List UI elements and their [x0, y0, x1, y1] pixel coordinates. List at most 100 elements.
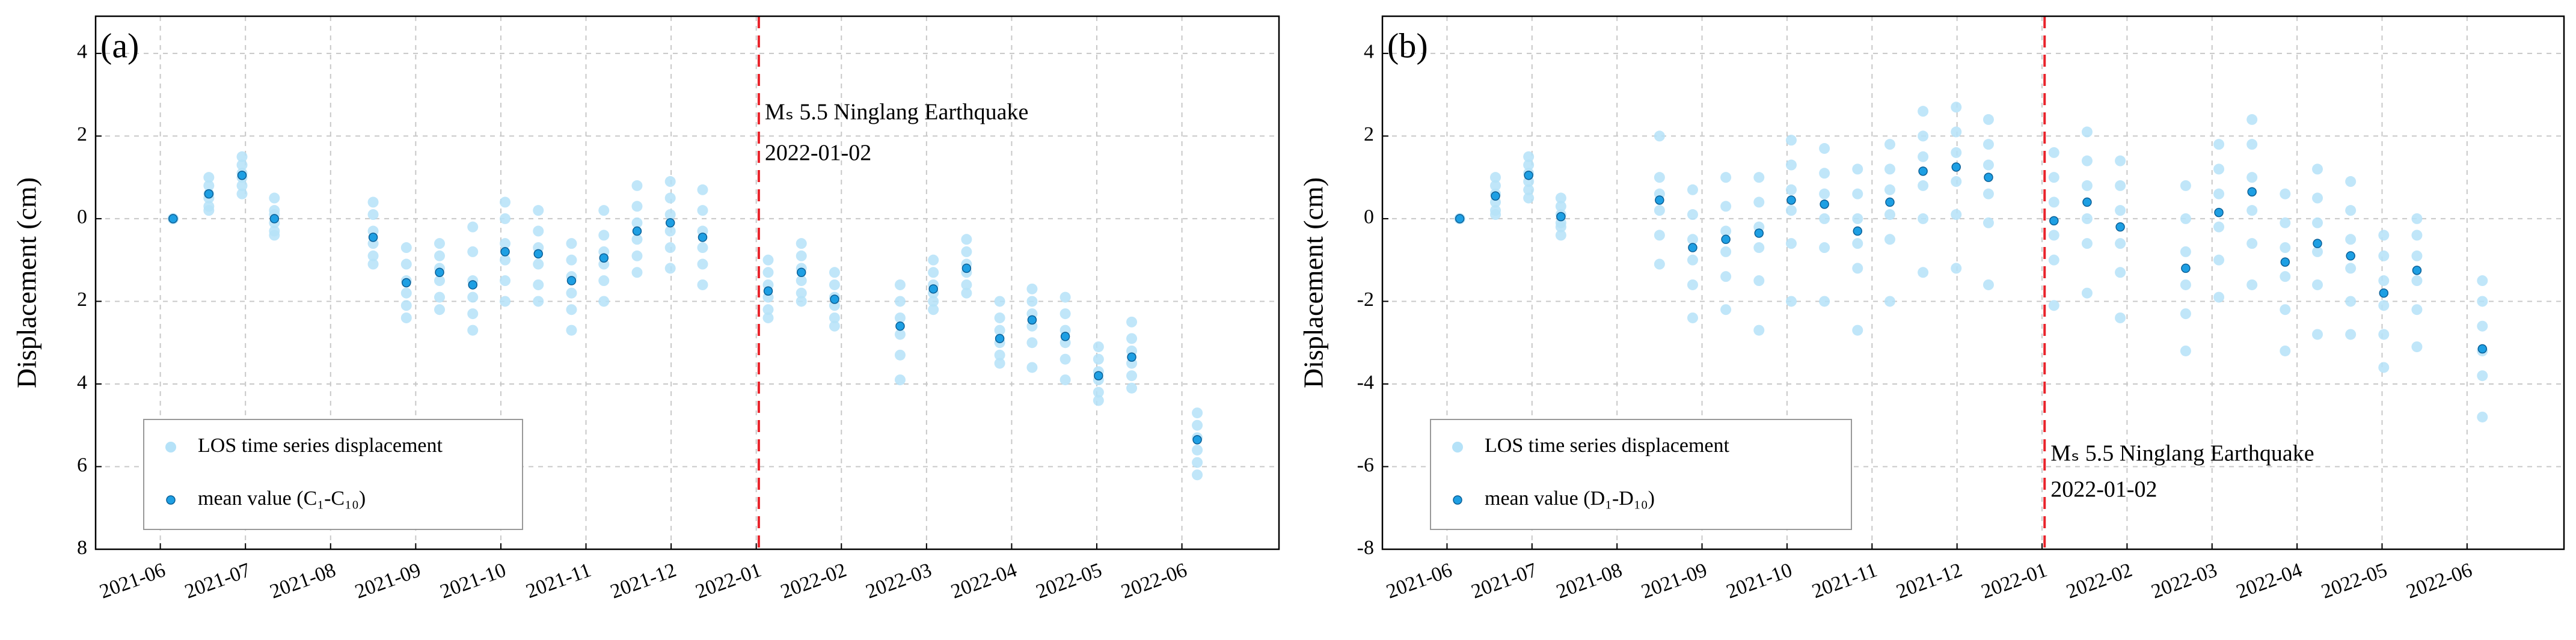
los-point [1819, 168, 1830, 179]
los-point [2115, 312, 2126, 323]
los-point [631, 201, 643, 212]
los-point [1192, 419, 1203, 431]
los-point [1951, 126, 1962, 138]
los-point [1654, 230, 1665, 241]
los-point [1852, 213, 1863, 224]
los-point [2477, 320, 2488, 332]
los-point [2048, 197, 2059, 208]
los-point [631, 267, 643, 278]
los-point [2246, 279, 2258, 290]
los-point [2115, 180, 2126, 191]
y-tick-label: 4 [77, 371, 87, 394]
mean-point [1754, 228, 1764, 238]
y-tick-label: 0 [1364, 206, 1374, 228]
los-point [1126, 370, 1138, 382]
los-point [2280, 271, 2291, 282]
los-point [1654, 130, 1665, 142]
mean-point [1951, 162, 1961, 172]
los-point [697, 242, 708, 254]
los-point [1687, 312, 1698, 323]
los-point [2378, 275, 2390, 287]
los-point [1884, 234, 1895, 245]
los-point [2115, 267, 2126, 278]
los-point [2345, 329, 2357, 340]
los-point [1852, 163, 1863, 175]
y-tick-label: -2 [1357, 288, 1374, 311]
mean-point [237, 170, 247, 180]
los-point [269, 230, 280, 241]
x-tick-label: 2022-03 [863, 559, 934, 603]
los-point [2081, 126, 2093, 138]
los-point [1819, 213, 1830, 224]
mean-point [1820, 200, 1829, 209]
los-point [2411, 250, 2423, 261]
los-point [2312, 279, 2323, 290]
los-point [367, 250, 379, 261]
x-tick-label: 2022-01 [1978, 559, 2050, 603]
y-tick-label: 4 [77, 41, 87, 63]
los-point [1555, 221, 1566, 233]
los-point [1060, 308, 1071, 320]
los-point [2213, 139, 2225, 150]
los-point [434, 238, 445, 249]
los-point [2048, 254, 2059, 266]
legend-label: mean value (C₁-C₁₀) [198, 487, 366, 510]
legend-marker [1453, 495, 1462, 505]
mean-point [435, 267, 444, 278]
y-tick-label: 0 [77, 206, 87, 228]
los-point [1785, 296, 1797, 307]
mean-point [796, 267, 806, 278]
los-point [2378, 250, 2390, 261]
mean-point [2280, 257, 2290, 267]
los-point [994, 349, 1005, 361]
mean-point [2214, 207, 2224, 218]
los-point [1093, 386, 1104, 398]
y-tick-label: 2 [77, 123, 87, 145]
los-point [697, 258, 708, 270]
panel-label: (b) [1387, 26, 1428, 65]
los-point [1555, 192, 1566, 204]
los-point [894, 296, 906, 307]
x-tick-label: 2021-11 [1809, 559, 1880, 603]
mean-point [368, 233, 378, 242]
x-tick-label: 2021-09 [1639, 559, 1710, 603]
los-point [1753, 275, 1765, 287]
los-point [400, 312, 412, 323]
los-point [1192, 407, 1203, 419]
mean-point [1491, 191, 1500, 201]
los-point [697, 184, 708, 195]
mean-point [1556, 212, 1566, 222]
los-point [2280, 345, 2291, 356]
los-point [2411, 213, 2423, 224]
los-point [2048, 300, 2059, 311]
los-point [1918, 180, 1929, 191]
los-point [1720, 172, 1732, 183]
mean-point [1918, 166, 1928, 176]
los-point [961, 246, 972, 257]
los-point [2213, 188, 2225, 200]
legend-marker [1452, 442, 1463, 453]
los-point [533, 225, 544, 237]
los-point [1192, 457, 1203, 468]
los-point [994, 296, 1005, 307]
los-point [2477, 411, 2488, 422]
los-point [1720, 246, 1732, 257]
mean-point [1885, 197, 1895, 207]
mean-point [665, 218, 675, 228]
mean-point [2379, 288, 2389, 298]
legend-box [1430, 419, 1852, 530]
los-point [500, 296, 511, 307]
los-point [1918, 151, 1929, 162]
mean-point [269, 214, 280, 224]
mean-point [1027, 315, 1037, 325]
los-point [796, 287, 807, 299]
los-point [400, 287, 412, 299]
los-point [1852, 238, 1863, 249]
los-point [664, 176, 676, 187]
los-point [994, 358, 1005, 369]
x-tick-label: 2021-11 [523, 559, 594, 603]
los-point [796, 238, 807, 249]
y-tick-label: -8 [1357, 537, 1374, 559]
los-point [500, 197, 511, 208]
los-point [1687, 279, 1698, 290]
